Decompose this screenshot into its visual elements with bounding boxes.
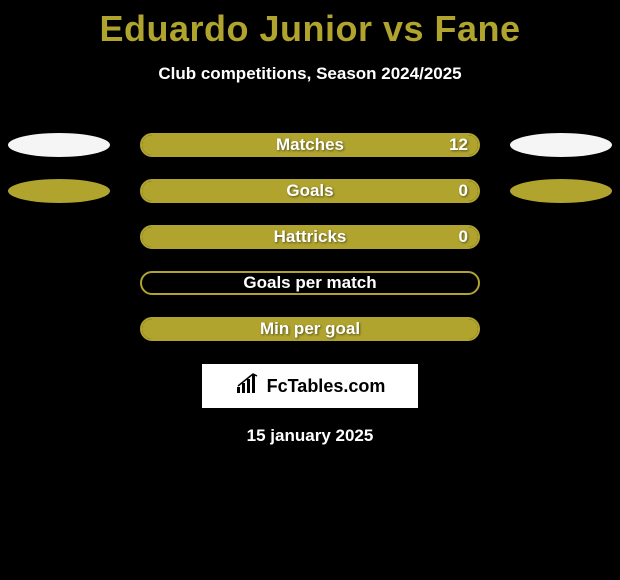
page-subtitle: Club competitions, Season 2024/2025 <box>0 64 620 84</box>
stat-row: Goals per match <box>0 260 620 306</box>
stat-value-right: 0 <box>459 181 468 201</box>
stat-label: Hattricks <box>274 227 347 247</box>
stat-bar: Goals per match <box>140 271 480 295</box>
left-ellipse <box>8 133 110 157</box>
stat-bar: Matches 12 <box>140 133 480 157</box>
logo-text: FcTables.com <box>267 376 386 397</box>
stat-row: Goals 0 <box>0 168 620 214</box>
stat-value-right: 12 <box>449 135 468 155</box>
stat-value-right: 0 <box>459 227 468 247</box>
logo-chart-icon <box>235 373 261 400</box>
stat-bar: Min per goal <box>140 317 480 341</box>
stat-label: Goals per match <box>243 273 376 293</box>
stat-label: Goals <box>286 181 333 201</box>
stat-label: Min per goal <box>260 319 360 339</box>
stat-bar: Goals 0 <box>140 179 480 203</box>
stat-label: Matches <box>276 135 344 155</box>
date-line: 15 january 2025 <box>0 426 620 446</box>
page-title: Eduardo Junior vs Fane <box>0 0 620 50</box>
stat-bar: Hattricks 0 <box>140 225 480 249</box>
right-ellipse <box>510 133 612 157</box>
stat-row: Hattricks 0 <box>0 214 620 260</box>
logo-box: FcTables.com <box>202 364 418 408</box>
left-ellipse <box>8 179 110 203</box>
right-ellipse <box>510 179 612 203</box>
stat-row: Min per goal <box>0 306 620 352</box>
stat-row: Matches 12 <box>0 122 620 168</box>
stat-rows: Matches 12 Goals 0 Hattricks 0 Goals per match… <box>0 122 620 352</box>
